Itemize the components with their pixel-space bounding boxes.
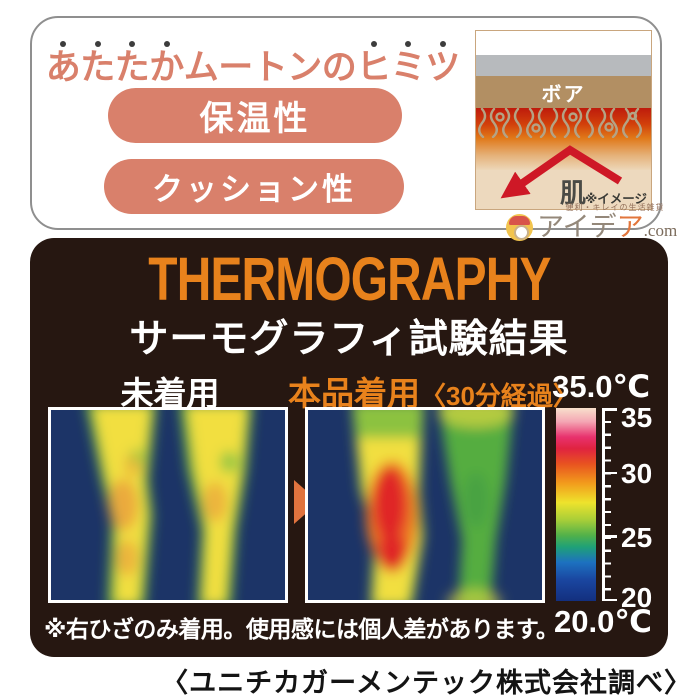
- scale-tick-label: 35: [621, 402, 653, 433]
- pill-label: クッション性: [152, 172, 356, 207]
- idea-com-logo: 便利・キレイの生活雑貨 アイデア.com: [506, 202, 698, 244]
- title-char: あ: [46, 41, 81, 85]
- diagram-layer-fibers: [476, 108, 651, 138]
- camera-mascot-icon: [506, 214, 533, 241]
- feature-pill-heat-retention: 保温性: [108, 88, 402, 143]
- label-not-worn: 未着用: [120, 375, 220, 412]
- title-char: た: [115, 41, 150, 85]
- pill-label: 保温性: [199, 100, 311, 138]
- logo-tagline: 便利・キレイの生活雑貨: [565, 203, 665, 212]
- feature-pill-cushioning: クッション性: [104, 159, 404, 214]
- scale-tick-label: 25: [621, 522, 653, 553]
- heat-arrow-icon: [500, 145, 623, 199]
- scale-tick-label: 20: [621, 582, 653, 613]
- thermal-image-not-worn: [48, 407, 288, 603]
- title-char: ヒ: [356, 41, 391, 85]
- title-char: ト: [252, 48, 288, 87]
- mouton-secret-box: あたたかムートンのヒミツ 保温性 クッション性 ボア: [30, 16, 662, 230]
- diagram-layer-boa: ボア: [476, 76, 651, 108]
- title-char: の: [321, 48, 357, 87]
- diagram-layer-fabric: [476, 55, 651, 76]
- label-worn: 本品着用〈30分経過〉: [288, 375, 579, 412]
- diagram-layer-outer: [476, 31, 651, 55]
- thermography-panel: THERMOGRAPHY サーモグラフィ試験結果 未着用 本品着用〈30分経過〉…: [30, 238, 668, 657]
- secret-title: あたたかムートンのヒミツ: [46, 34, 460, 85]
- temperature-scale: 35 30 25 20: [602, 404, 666, 612]
- logo-name: アイデア.com: [537, 212, 678, 242]
- temperature-colorbar: [556, 408, 596, 601]
- thermal-image-worn: [305, 407, 545, 603]
- title-char: ー: [218, 48, 254, 87]
- scale-min-temp: 20.0℃: [554, 604, 652, 639]
- image-disclaimer: ※イメージ: [585, 192, 647, 206]
- scale-tick-label: 30: [621, 458, 653, 489]
- boa-cross-section-diagram: ボア: [475, 30, 652, 210]
- panel-title-jp: サーモグラフィ試験結果: [129, 318, 569, 361]
- title-char: ン: [287, 48, 323, 87]
- title-char: ム: [183, 48, 219, 87]
- fiber-squiggles: [478, 108, 642, 138]
- title-char: ミ: [391, 41, 426, 85]
- title-char: か: [149, 41, 184, 85]
- skin-label: 肌: [560, 178, 587, 208]
- panel-title-en: THERMOGRAPHY: [147, 245, 551, 315]
- boa-label: ボア: [541, 83, 586, 106]
- usage-disclaimer: ※右ひざのみ着用。使用感には個人差があります。: [44, 616, 559, 642]
- title-char: ツ: [425, 41, 460, 85]
- test-credit: 〈ユニチカガーメンテック株式会社調べ〉: [161, 668, 692, 698]
- scale-max-temp: 35.0℃: [552, 369, 650, 404]
- title-char: た: [80, 41, 115, 85]
